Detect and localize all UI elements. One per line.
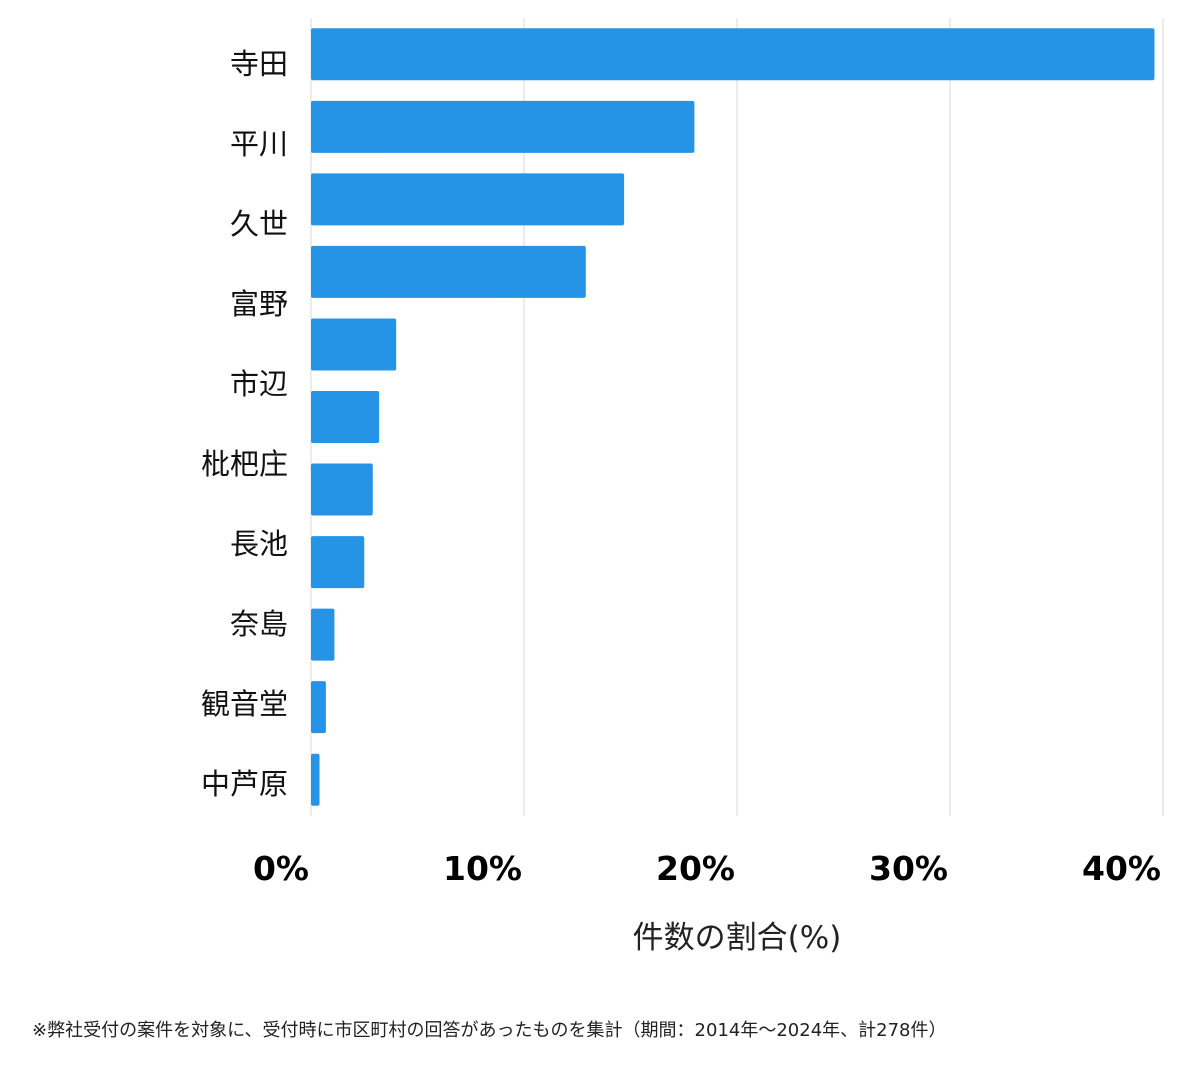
x-tick-label: 20%: [656, 849, 735, 888]
bar: [311, 28, 1155, 81]
bar: [311, 245, 586, 298]
x-tick-label: 10%: [443, 849, 522, 888]
bar: [311, 463, 373, 516]
x-tick-label: 40%: [1082, 849, 1161, 888]
bar: [311, 753, 320, 806]
x-tick-label: 30%: [869, 849, 948, 888]
footnote: ※弊社受付の案件を対象に、受付時に市区町村の回答があったものを集計（期間：201…: [32, 1020, 947, 1041]
bar: [311, 608, 335, 661]
x-axis-label: 件数の割合(%): [633, 920, 842, 956]
bar: [311, 681, 326, 734]
bar-chart: 0% 10% 20% 30% 40% 寺田平川久世富野市辺枇杷庄長池奈島観音堂中芦原件数の…: [201, 18, 1164, 956]
bar: [311, 318, 397, 371]
bar: [311, 536, 365, 589]
y-category-label: 久世: [230, 207, 288, 241]
y-category-label: 平川: [230, 127, 288, 161]
y-category-label: 奈島: [230, 607, 288, 641]
bar: [311, 100, 695, 153]
y-category-label: 枇杷庄: [201, 447, 288, 481]
y-category-label: 富野: [230, 287, 288, 321]
y-category-label: 市辺: [230, 367, 288, 401]
x-tick-label: 0%: [253, 849, 309, 888]
y-category-label: 観音堂: [201, 687, 288, 721]
bar: [311, 391, 380, 443]
y-category-label: 長池: [230, 527, 288, 561]
bar: [311, 173, 625, 226]
y-category-label: 中芦原: [201, 767, 288, 801]
y-category-label: 寺田: [230, 47, 288, 81]
